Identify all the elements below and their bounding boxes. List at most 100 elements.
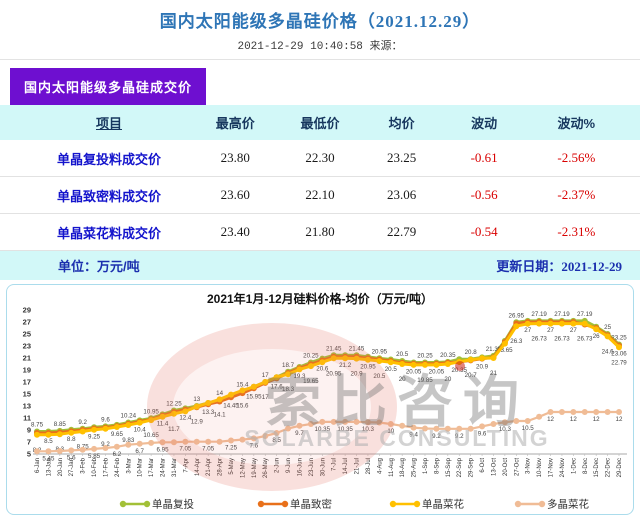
data-point	[319, 359, 326, 366]
data-label: 17	[262, 394, 269, 401]
row-high: 23.60	[220, 187, 250, 202]
data-point	[125, 422, 132, 429]
data-point	[273, 430, 280, 436]
data-label: 14.45	[223, 402, 239, 409]
data-label: 8.75	[31, 422, 44, 429]
data-point	[422, 425, 428, 432]
x-tick-label: 9-Jun	[286, 458, 292, 473]
data-point	[616, 344, 622, 351]
data-label: 10.95	[143, 408, 159, 415]
data-label: 9.2	[455, 433, 464, 440]
data-label: 10.3	[362, 426, 375, 433]
data-label: 12.4	[179, 415, 192, 422]
x-tick-label: 22-Dec	[606, 458, 612, 477]
data-label: 17.6	[271, 383, 284, 390]
data-point	[56, 431, 63, 438]
data-point	[353, 418, 360, 425]
x-tick-label: 29-Sep	[469, 457, 475, 477]
data-point	[536, 413, 543, 420]
data-point	[205, 438, 212, 445]
data-label: 27	[524, 327, 531, 334]
data-point	[159, 439, 166, 446]
data-point	[444, 361, 451, 367]
data-point	[285, 425, 292, 432]
x-tick-label: 3-Feb	[81, 457, 87, 473]
y-tick-label: 23	[23, 342, 31, 351]
data-label: 12	[616, 416, 623, 423]
data-point	[467, 356, 474, 363]
data-point	[547, 409, 554, 415]
data-point	[68, 447, 75, 454]
data-label: 15.4	[236, 382, 249, 389]
data-point	[501, 419, 508, 426]
data-label: 8.85	[54, 421, 67, 428]
header-divider	[0, 59, 640, 60]
x-tick-label: 24-Feb	[115, 457, 121, 477]
data-label: 20.8	[465, 349, 478, 356]
data-label: 6.95	[157, 446, 170, 453]
data-point	[399, 361, 406, 367]
data-label: 20.7	[465, 372, 478, 379]
y-tick-label: 25	[23, 330, 31, 339]
unit-label: 单位：万元/吨	[58, 259, 140, 274]
data-label: 9.6	[478, 430, 487, 437]
data-point	[490, 355, 497, 361]
data-label: 15.6	[236, 402, 249, 409]
data-point	[604, 333, 611, 340]
data-label: 9.83	[122, 437, 135, 444]
data-point	[125, 441, 132, 448]
data-point	[136, 440, 143, 447]
data-point	[547, 320, 554, 327]
data-label: 21.45	[326, 345, 342, 352]
x-tick-label: 24-Mar	[161, 458, 167, 477]
data-point	[581, 320, 588, 327]
x-tick-label: 11-Aug	[389, 458, 395, 477]
data-label: 14.1	[214, 411, 227, 418]
row-change: -0.61	[470, 150, 498, 165]
legend-label-单晶菜花: 单晶菜花	[422, 498, 464, 511]
row-low: 22.30	[305, 150, 335, 165]
data-point	[353, 355, 360, 362]
data-label: 13.3	[202, 409, 215, 416]
price-trend-chart: 5 7 9 11 13 15 17 19 21 23 25 27 29 6-Jan 13-Jan 20-Jan…	[23, 306, 628, 511]
data-label: 15.95	[246, 393, 262, 400]
row-change: -0.56	[470, 187, 498, 202]
data-label: 20.95	[360, 363, 376, 370]
data-point	[456, 358, 463, 365]
data-label: 21	[490, 370, 497, 377]
data-point	[79, 446, 86, 453]
data-label: 19.85	[417, 377, 433, 384]
column-header-low: 最低价	[300, 116, 340, 131]
data-label: 23.65	[497, 347, 513, 354]
data-label: 10.24	[121, 413, 137, 420]
data-point	[136, 419, 143, 426]
data-label: 7.25	[225, 445, 238, 452]
x-tick-label: 20-Jan	[58, 458, 64, 476]
table-header-row: 项目 最高价 最低价 均价 波动 波动%	[0, 105, 640, 140]
x-tick-label: 18-Aug	[400, 458, 406, 477]
data-label: 20.5	[385, 366, 398, 373]
data-point	[148, 439, 155, 446]
data-point	[467, 425, 474, 432]
data-label: 10.35	[337, 426, 353, 433]
column-header-item[interactable]: 项目	[95, 116, 122, 131]
data-label: 20.95	[326, 370, 342, 377]
data-label: 5.45	[42, 455, 55, 462]
row-change-pct: -2.31%	[557, 224, 596, 239]
data-label: 10.4	[134, 427, 147, 434]
data-label: 5.85	[88, 453, 101, 460]
x-tick-label: 12-May	[240, 458, 246, 478]
data-label: 10.5	[522, 425, 535, 432]
x-tick-label: 31-Mar	[172, 458, 178, 477]
data-label: 18.3	[282, 386, 295, 393]
x-tick-label: 21-Jul	[355, 458, 361, 474]
data-point	[91, 426, 98, 433]
data-point	[410, 424, 417, 431]
data-point	[479, 423, 486, 430]
data-label: 20	[444, 376, 451, 383]
data-label: 26.95	[509, 312, 525, 319]
price-table: 项目 最高价 最低价 均价 波动 波动% 单晶复投料成交价 23.80 22.3…	[0, 105, 640, 280]
data-point	[433, 361, 440, 368]
data-label: 11.7	[168, 426, 180, 433]
x-tick-label: 30-Jun	[320, 458, 326, 476]
